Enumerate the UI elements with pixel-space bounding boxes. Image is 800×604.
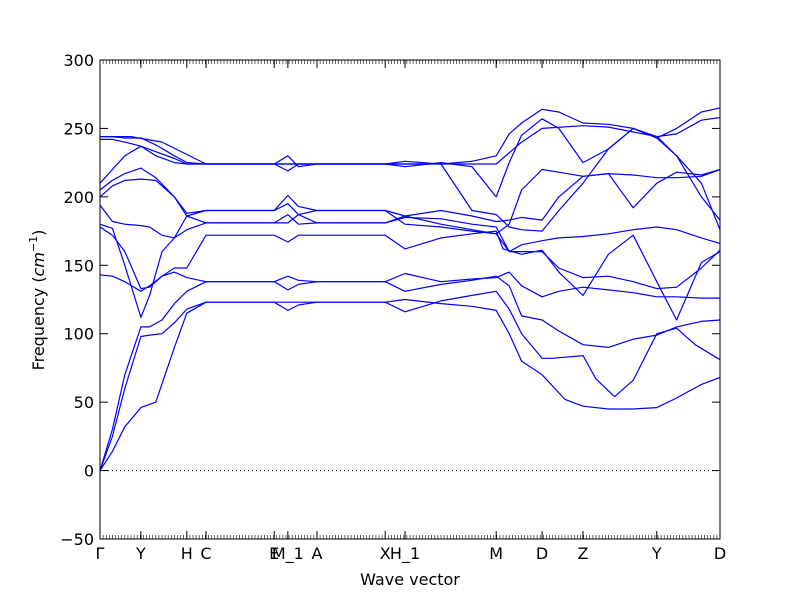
- x-tick-label: C: [200, 544, 211, 563]
- minor-tick-layer: [99, 60, 721, 539]
- x-axis-label: Wave vector: [360, 570, 460, 589]
- y-tick-label: 250: [63, 119, 94, 138]
- x-tick-layer: Γ Y H C EM_1 A X H_1 M D Z Y D: [96, 60, 726, 564]
- x-tick-label: A: [312, 544, 323, 563]
- y-tick-label: −50: [60, 530, 94, 549]
- y-axis-label-unit: cm: [29, 252, 48, 276]
- x-tick-label: D: [536, 544, 548, 563]
- y-axis-label-prefix: Frequency (: [29, 276, 48, 370]
- phonon-branch-6: [99, 214, 721, 318]
- x-tick-label: M: [489, 544, 503, 563]
- phonon-branch-8: [99, 168, 721, 223]
- x-tick-label: X: [380, 544, 391, 563]
- y-axis-label-suffix: ): [29, 230, 48, 236]
- phonon-branch-12: [100, 107, 721, 198]
- phonon-branch-11: [100, 108, 721, 230]
- y-tick-label: 150: [63, 256, 94, 275]
- x-tick-label: M_1: [272, 544, 304, 564]
- x-tick-label: Y: [135, 544, 146, 563]
- y-tick-label: 300: [63, 51, 94, 70]
- phonon-branch-2: [99, 290, 721, 471]
- phonon-branch-1: [99, 298, 721, 471]
- phonon-branch-3: [99, 275, 721, 471]
- y-tick-label: 50: [74, 393, 94, 412]
- phonon-branch-13: [100, 116, 721, 165]
- x-tick-label: H_1: [390, 544, 420, 564]
- x-tick-label: H: [181, 544, 193, 563]
- phonon-branch-4: [99, 271, 720, 299]
- y-tick-label: 0: [84, 462, 94, 481]
- series-layer: [99, 107, 721, 471]
- x-tick-label: D: [714, 544, 726, 563]
- x-tick-label: Γ: [96, 544, 105, 563]
- y-tick-label: 200: [63, 188, 94, 207]
- y-axis-label: Frequency (cm−1): [27, 230, 48, 371]
- x-tick-label: Z: [577, 544, 588, 563]
- phonon-branch-9: [99, 167, 721, 235]
- x-tick-label: E: [269, 544, 279, 563]
- plot-frame: [99, 59, 721, 540]
- x-tick-label: Y: [651, 544, 662, 563]
- phonon-branch-5: [99, 226, 721, 321]
- y-tick-label: 100: [63, 325, 94, 344]
- y-axis-label-exponent: −1: [27, 236, 40, 252]
- y-tick-layer: −50 0 50 100 150 200 250 300: [60, 51, 720, 549]
